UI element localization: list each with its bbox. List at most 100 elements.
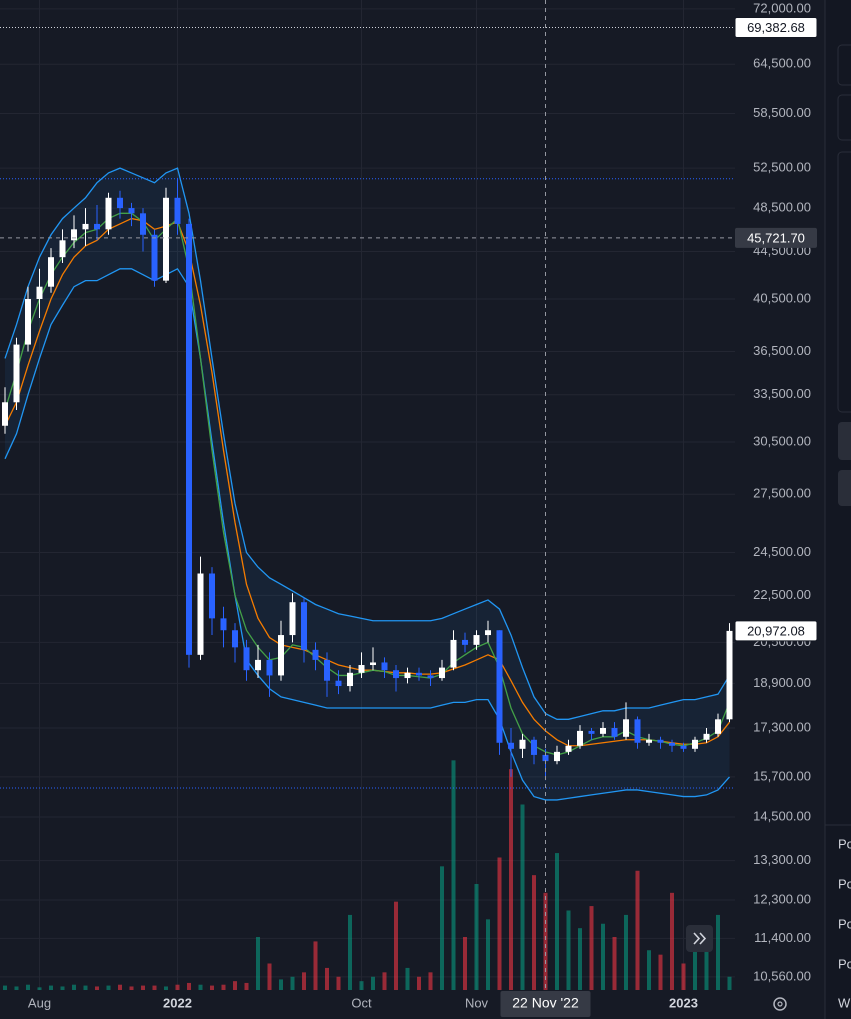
candle-body <box>186 223 192 655</box>
volume-bar <box>95 986 99 990</box>
scroll-button[interactable] <box>686 925 713 952</box>
volume-bar <box>497 857 502 990</box>
volume-bar <box>279 979 283 990</box>
sidebar-button[interactable] <box>837 94 851 141</box>
candle-body <box>347 672 353 687</box>
candle-body <box>335 680 342 687</box>
settings-icon[interactable] <box>773 997 787 1011</box>
y-tick-label: 14,500.00 <box>753 808 811 823</box>
volume-bar <box>405 967 410 990</box>
volume-bar <box>118 984 122 990</box>
candle-body <box>255 659 261 671</box>
moving-average <box>4 217 731 747</box>
sidebar-item: Po <box>838 916 851 931</box>
candle-body <box>243 647 250 671</box>
settings-icon-center <box>777 1001 783 1007</box>
candle-body <box>542 754 549 762</box>
y-tick-label: 33,500.00 <box>753 386 811 401</box>
candle-body <box>427 675 434 679</box>
candle-body <box>381 662 388 671</box>
candle-body <box>324 659 330 681</box>
volume-bar <box>670 892 674 990</box>
candle-body <box>554 751 560 762</box>
volume-bar <box>244 982 249 990</box>
candle-body <box>220 618 227 631</box>
y-tick-label: 18,900.00 <box>753 675 811 690</box>
volume-bar <box>233 981 237 990</box>
candle-body <box>439 667 445 679</box>
y-tick-label: 36,500.00 <box>753 343 811 358</box>
volume-bar <box>175 984 180 990</box>
candle-body <box>646 739 652 743</box>
candle-body <box>462 639 468 645</box>
volume-bar <box>451 760 456 990</box>
candle-body <box>197 573 204 655</box>
volume-bar <box>555 853 559 990</box>
last-price-box <box>734 620 818 642</box>
volume-bar <box>624 914 628 990</box>
band-upper <box>4 167 731 720</box>
volume-bar <box>290 976 295 990</box>
candle-body <box>531 739 537 755</box>
volume-bar <box>635 870 640 990</box>
candle-body <box>82 223 89 230</box>
volume-bar <box>612 937 617 990</box>
crosshair-price-box <box>735 227 817 248</box>
candle-body <box>151 234 158 281</box>
volume-bar <box>566 910 571 990</box>
sidebar-item: Po <box>838 876 851 891</box>
volume-bar <box>716 914 720 990</box>
candle-body <box>588 730 595 734</box>
volume-bar <box>428 972 433 990</box>
candle-body <box>680 745 687 749</box>
candle-body <box>278 635 284 676</box>
candle-body <box>496 630 503 743</box>
volume-bar <box>693 945 697 990</box>
candle-body <box>71 229 77 241</box>
candle-body <box>25 298 31 345</box>
candle-body <box>715 719 721 734</box>
volume-bar <box>14 986 19 990</box>
volume-bar <box>141 985 145 990</box>
candle-body <box>519 739 526 749</box>
volume-bar <box>463 937 467 990</box>
volume-bar <box>313 941 318 990</box>
sidebar-footer: W <box>838 995 851 1010</box>
candle-body <box>473 635 480 645</box>
candle-body <box>726 630 733 720</box>
settings-button[interactable] <box>773 997 787 1011</box>
candle-body <box>657 739 664 743</box>
candle-body <box>2 402 8 426</box>
crosshair-time-box <box>500 991 591 1017</box>
sidebar-button[interactable] <box>838 470 851 506</box>
candle-body <box>209 573 215 619</box>
y-tick-label: 27,500.00 <box>753 486 811 501</box>
candle-body <box>623 719 629 737</box>
moving-average <box>4 212 731 756</box>
candle-body <box>128 208 135 214</box>
volume-bar <box>325 967 329 990</box>
candle-body <box>669 742 675 746</box>
volume-bar <box>382 972 387 990</box>
candle-body <box>163 197 169 281</box>
volume-bar <box>106 985 111 990</box>
band-fill <box>5 168 730 800</box>
sidebar-button[interactable] <box>838 422 851 460</box>
y-tick-label: 17,300.00 <box>753 719 811 734</box>
crosshair-price-label: 45,721.70 <box>747 230 805 245</box>
candle-body <box>36 286 43 299</box>
candle-body <box>117 197 123 209</box>
volume-bar <box>486 919 490 990</box>
volume-bar <box>26 984 30 990</box>
volume-bar <box>509 769 513 990</box>
sidebar-panel-box <box>837 151 851 413</box>
volume-bar <box>37 987 42 990</box>
last-price-label: 20,972.08 <box>747 623 805 638</box>
volume-bar <box>302 972 306 990</box>
sidebar-button[interactable] <box>837 44 851 86</box>
volume-bar <box>187 982 191 990</box>
volume-bar <box>256 937 260 990</box>
